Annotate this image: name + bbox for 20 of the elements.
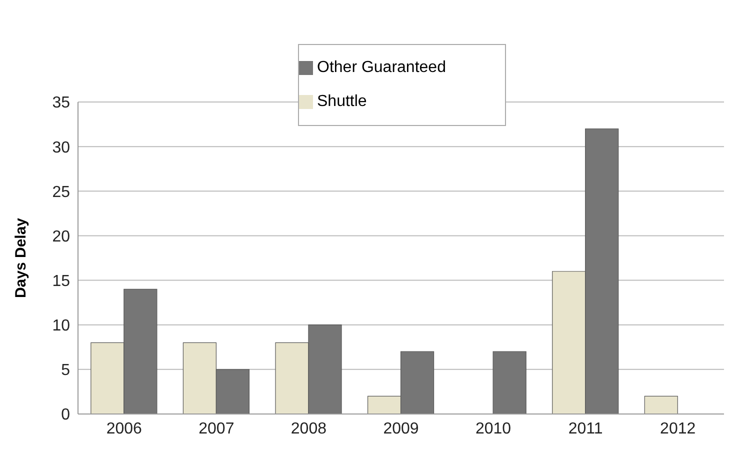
legend-label: Other Guaranteed bbox=[317, 59, 446, 76]
x-tick-label: 2010 bbox=[475, 420, 512, 438]
y-tick-label: 25 bbox=[52, 184, 70, 201]
y-tick-label: 15 bbox=[52, 272, 70, 290]
bar bbox=[644, 396, 678, 414]
y-tick-label: 20 bbox=[52, 228, 70, 246]
x-tick-label: 2007 bbox=[198, 420, 234, 438]
bar bbox=[492, 351, 526, 414]
y-tick-label: 35 bbox=[52, 94, 70, 112]
y-tick-label: 30 bbox=[52, 139, 70, 156]
y-tick-label: 10 bbox=[52, 318, 70, 335]
y-axis-title: Days Delay bbox=[12, 217, 30, 298]
x-tick-label: 2009 bbox=[383, 420, 419, 438]
x-tick-label: 2008 bbox=[290, 420, 327, 438]
x-tick-label: 2006 bbox=[106, 420, 142, 438]
legend-label: Shuttle bbox=[317, 93, 367, 110]
x-tick-label: 2012 bbox=[660, 420, 696, 438]
x-tick-label: 2011 bbox=[568, 420, 603, 438]
y-tick-label: 5 bbox=[61, 362, 70, 380]
y-tick-label: 0 bbox=[61, 406, 70, 424]
